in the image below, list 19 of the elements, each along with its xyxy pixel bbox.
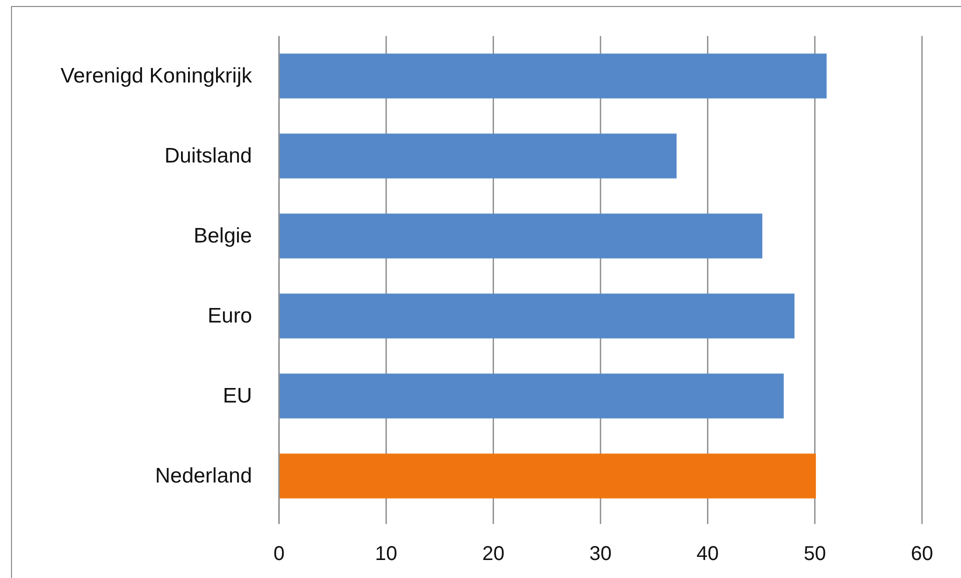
x-tick-label: 30: [589, 543, 612, 566]
y-tick-label: Euro: [208, 304, 252, 328]
x-tick-label: 10: [375, 543, 398, 566]
x-tick-label: 0: [273, 543, 285, 566]
bar: [279, 374, 784, 418]
bar: [279, 134, 677, 178]
bar: [279, 294, 794, 338]
y-tick-label: Verenigd Koningkrijk: [60, 64, 252, 88]
x-tick-label: 20: [482, 543, 504, 566]
y-tick-label: Duitsland: [164, 144, 252, 168]
y-tick-label: EU: [222, 384, 252, 408]
x-tick-label: 60: [910, 543, 934, 566]
x-tick-label: 50: [804, 543, 826, 566]
bar: [279, 214, 762, 258]
x-tick-label: 40: [696, 543, 719, 566]
bar: [279, 54, 827, 98]
y-tick-label: Belgie: [194, 224, 252, 248]
bar: [279, 454, 816, 498]
y-tick-label: Nederland: [155, 464, 252, 488]
